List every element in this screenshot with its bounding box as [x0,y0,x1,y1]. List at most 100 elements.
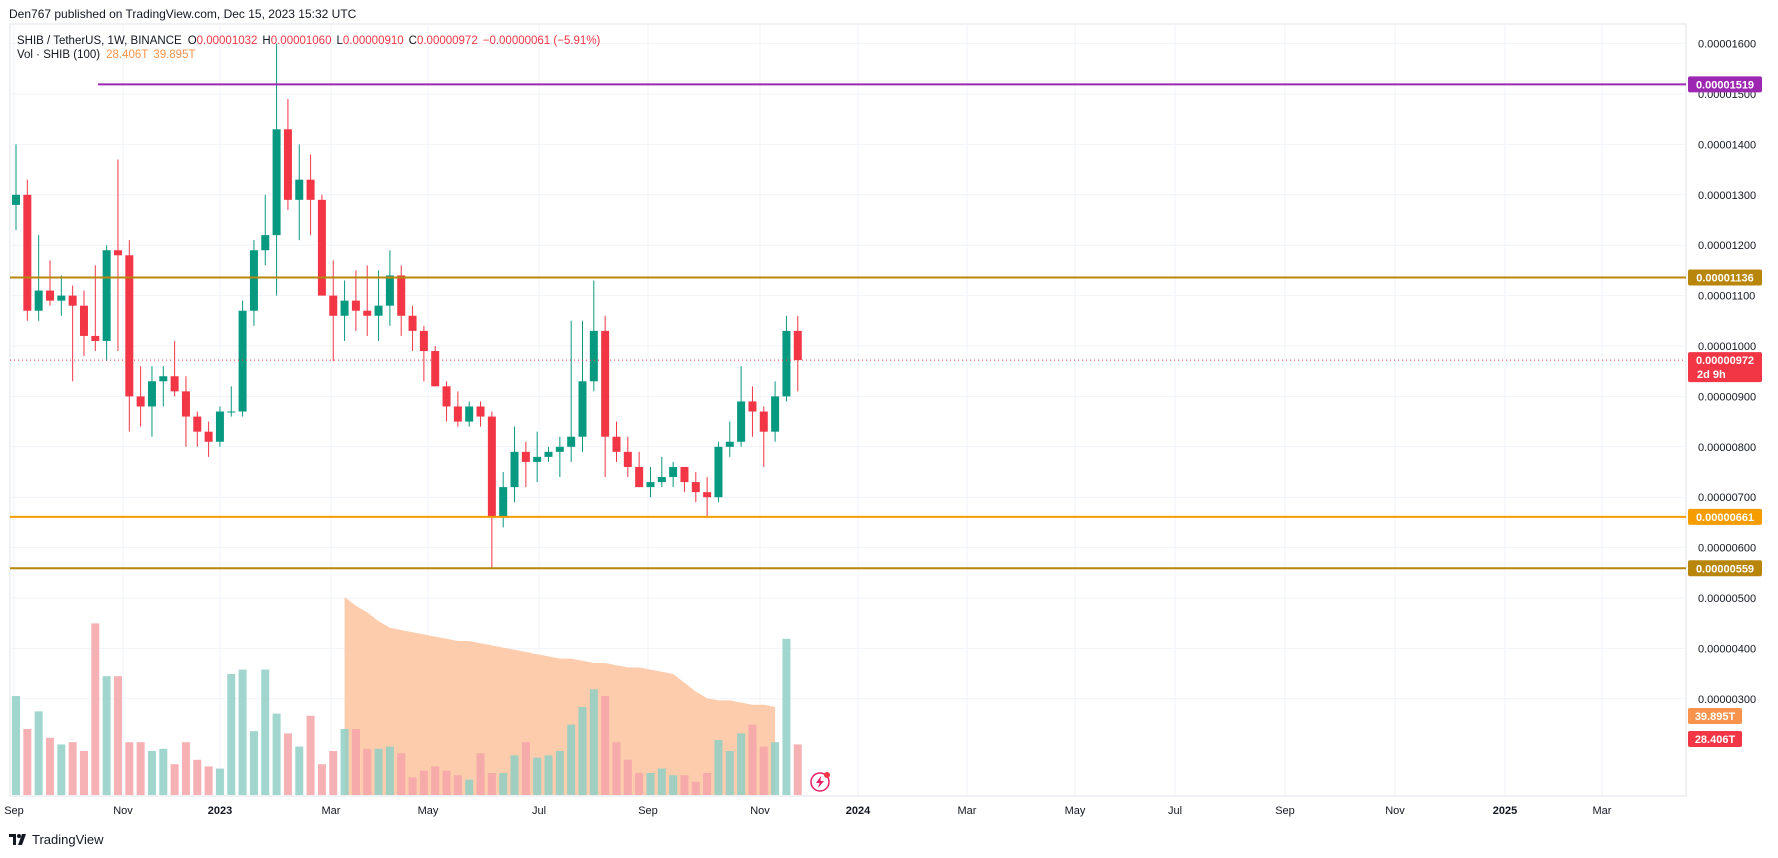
volume-bar [499,773,508,795]
candle [465,401,474,427]
candle [317,194,326,296]
level-price-badge: 0.00000661 [1688,508,1762,525]
time-tick-label: Nov [113,805,133,817]
candle [793,315,802,392]
candle [102,245,111,362]
candle [68,285,77,382]
volume-bar [170,764,179,795]
volume-label[interactable]: Vol · SHIB (100) [17,49,101,61]
candle [397,265,406,336]
volume-bar [544,755,553,795]
volume-bar [657,768,666,795]
volume-bar [261,669,270,795]
volume-bar [125,742,134,795]
lightning-icon[interactable] [810,772,830,792]
price-tick-label: 0.00001000 [1698,341,1756,353]
volume-value: 28.406T [106,49,149,61]
volume-bars [12,623,802,795]
volume-bar [102,676,111,795]
candle [748,386,757,437]
tradingview-logo-icon [9,834,26,845]
candle [159,366,168,407]
candle [680,466,689,493]
candle [23,179,32,321]
volume-bar [555,751,564,795]
candle [283,99,292,210]
volume-bar [295,746,304,795]
price-tick-label: 0.00001100 [1698,291,1755,303]
volume-bar [385,746,394,795]
volume-bar [12,696,20,795]
time-tick-label: May [418,805,439,817]
candle [136,366,145,427]
price-tick-label: 0.00000600 [1698,543,1756,555]
candle [340,280,349,341]
price-tick-label: 0.00001200 [1698,240,1756,252]
price-tick-label: 0.00000500 [1698,593,1756,605]
svg-text:0.00000661: 0.00000661 [1696,512,1754,524]
volume-bar [113,676,122,795]
candle [249,240,258,326]
candle [612,421,621,462]
candle [453,391,462,427]
candle [170,340,179,397]
volume-bar [34,711,43,795]
volume-bar [238,669,247,795]
volume-bar [771,742,780,795]
volume-ma-value: 39.895T [153,49,196,61]
time-tick-label: Jul [532,805,546,817]
volume-bar [397,753,406,795]
price-tick-label: 0.00000800 [1698,442,1756,454]
volume-bar [227,674,236,795]
candle [589,280,598,392]
volume-bar [249,731,258,795]
price-tick-label: 0.00001600 [1698,39,1756,51]
symbol-label[interactable]: SHIB / TetherUS, 1W, BINANCE [17,35,182,47]
volume-ma-area [344,597,776,795]
svg-text:28.406T: 28.406T [1695,734,1736,746]
volume-ma-fill [344,597,776,795]
candles [12,43,802,568]
candle [374,270,383,341]
volume-bar [691,781,700,795]
volume-bar [465,779,474,795]
volume-bar [453,775,462,795]
candle [442,381,451,422]
candle [771,381,780,442]
close-label: C [408,35,417,47]
volume-bar [57,744,66,795]
candle [431,346,440,387]
svg-text:0.00001136: 0.00001136 [1696,272,1754,284]
candle [714,441,723,503]
candle [295,144,304,241]
candle [147,366,156,437]
tradingview-logo[interactable]: TradingView [9,832,104,847]
volume-bar [374,748,383,795]
high-label: H [262,35,271,47]
volume-bar [408,777,417,795]
volume-bar [748,724,757,795]
volume-bar [669,775,678,795]
candle [635,451,644,488]
candle [419,325,428,382]
candle [91,265,100,352]
time-tick-label: 2025 [1493,805,1517,817]
candle [363,265,372,336]
volume-bar [567,724,576,795]
svg-text:0.00001519: 0.00001519 [1696,79,1754,91]
volume-bar [793,744,802,795]
volume-bar [737,733,746,795]
volume-bar [510,755,519,795]
candle [691,472,700,503]
volume-bar [782,638,791,795]
svg-text:2d 9h: 2d 9h [1697,369,1726,381]
brand-name: TradingView [32,832,104,847]
volume-bar [136,742,145,795]
candle [759,406,768,467]
candle [193,411,202,447]
time-tick-label: Nov [750,805,770,817]
volume-bar [181,742,190,795]
candle [385,250,394,326]
candle [476,401,485,427]
